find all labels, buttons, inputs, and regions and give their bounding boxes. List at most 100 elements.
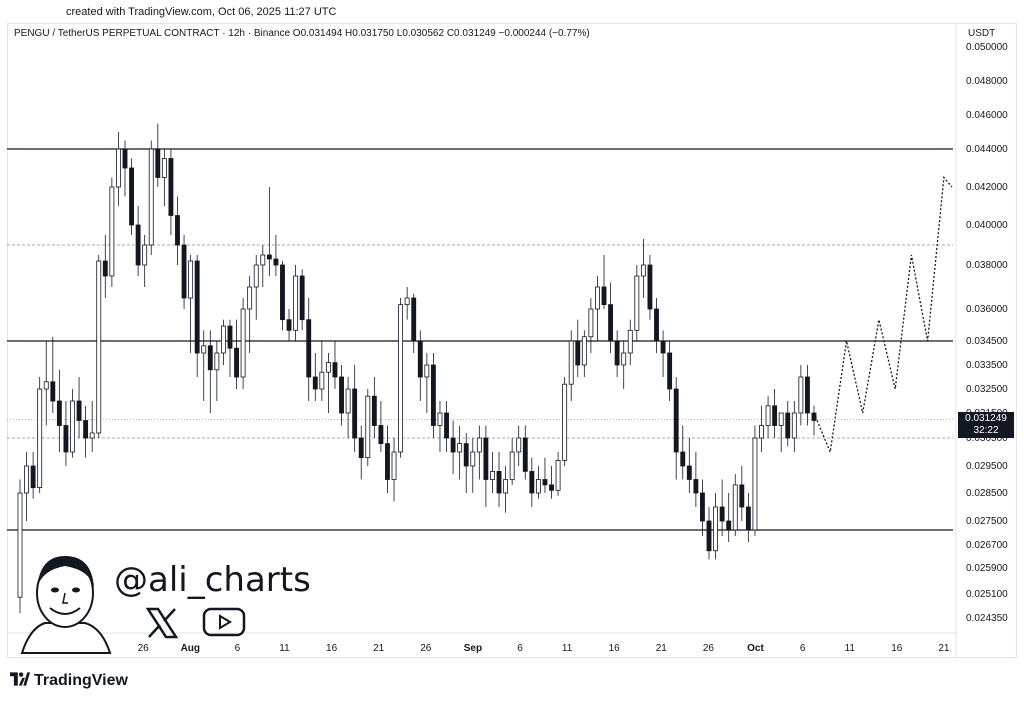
candle[interactable]	[332, 341, 338, 389]
candle[interactable]	[542, 457, 548, 493]
candle[interactable]	[391, 438, 397, 502]
candle[interactable]	[772, 389, 778, 438]
candle[interactable]	[280, 261, 285, 331]
candle[interactable]	[535, 466, 541, 499]
candle[interactable]	[634, 265, 640, 341]
candle[interactable]	[378, 401, 384, 452]
candle[interactable]	[811, 405, 817, 436]
candle[interactable]	[181, 235, 187, 309]
candle[interactable]	[719, 479, 725, 537]
candle[interactable]	[686, 438, 692, 493]
candle[interactable]	[444, 401, 449, 452]
candle[interactable]	[247, 276, 253, 353]
candle[interactable]	[175, 196, 180, 266]
candle[interactable]	[260, 245, 266, 287]
candle[interactable]	[253, 255, 259, 320]
candle[interactable]	[83, 405, 89, 458]
candle[interactable]	[549, 466, 554, 499]
candle[interactable]	[700, 479, 705, 537]
candle[interactable]	[293, 265, 299, 341]
candle[interactable]	[102, 235, 108, 298]
candle[interactable]	[161, 149, 167, 206]
candle[interactable]	[201, 330, 207, 401]
candle[interactable]	[70, 389, 75, 458]
candle[interactable]	[30, 452, 36, 499]
candle[interactable]	[214, 341, 220, 401]
candle[interactable]	[640, 239, 646, 298]
candle[interactable]	[483, 425, 489, 508]
projection-path[interactable]	[813, 175, 953, 455]
candle[interactable]	[424, 353, 430, 413]
candle[interactable]	[371, 377, 377, 438]
candle[interactable]	[706, 507, 712, 560]
candle[interactable]	[142, 235, 148, 287]
candle[interactable]	[588, 298, 594, 353]
candle[interactable]	[713, 493, 719, 560]
candle[interactable]	[411, 293, 417, 353]
x-logo-icon[interactable]	[145, 606, 179, 640]
candle[interactable]	[220, 319, 226, 365]
candle[interactable]	[463, 433, 469, 493]
candle[interactable]	[470, 438, 476, 493]
candle[interactable]	[647, 255, 653, 320]
candle[interactable]	[404, 287, 410, 320]
candle[interactable]	[129, 158, 134, 236]
candle[interactable]	[122, 140, 128, 197]
candle[interactable]	[417, 330, 423, 401]
candle[interactable]	[745, 493, 751, 542]
candle[interactable]	[115, 132, 121, 206]
candle[interactable]	[765, 396, 771, 438]
candle[interactable]	[50, 336, 56, 413]
candle[interactable]	[312, 353, 318, 401]
candle[interactable]	[667, 341, 673, 401]
candle[interactable]	[37, 377, 43, 493]
candle[interactable]	[654, 298, 659, 353]
youtube-icon[interactable]	[202, 606, 246, 638]
candle[interactable]	[581, 330, 587, 377]
candle[interactable]	[608, 282, 614, 353]
candle[interactable]	[476, 425, 482, 480]
candle[interactable]	[385, 425, 390, 494]
candle[interactable]	[778, 412, 784, 452]
candle[interactable]	[345, 377, 351, 438]
candle[interactable]	[89, 401, 95, 452]
candle[interactable]	[155, 123, 161, 188]
candle[interactable]	[496, 452, 502, 507]
candle[interactable]	[522, 425, 528, 480]
candle[interactable]	[575, 319, 581, 377]
candle[interactable]	[56, 369, 62, 452]
candle[interactable]	[490, 452, 495, 493]
candle[interactable]	[299, 269, 305, 331]
candle[interactable]	[627, 319, 633, 365]
candle[interactable]	[352, 365, 358, 452]
candle[interactable]	[168, 149, 174, 235]
candle[interactable]	[273, 235, 279, 276]
candle[interactable]	[739, 466, 745, 521]
candle[interactable]	[673, 377, 679, 480]
candle[interactable]	[76, 377, 82, 438]
candle[interactable]	[286, 309, 292, 341]
candle[interactable]	[24, 452, 29, 521]
candle[interactable]	[227, 319, 233, 377]
candle[interactable]	[726, 493, 732, 542]
candle[interactable]	[568, 330, 574, 401]
candle[interactable]	[266, 187, 272, 276]
candle[interactable]	[516, 425, 522, 467]
candle[interactable]	[437, 401, 443, 452]
tradingview-brand[interactable]: TradingView	[10, 672, 128, 690]
candle[interactable]	[135, 206, 141, 276]
candle[interactable]	[109, 177, 115, 288]
candle[interactable]	[188, 255, 194, 353]
candle[interactable]	[306, 298, 312, 401]
candle[interactable]	[555, 452, 561, 496]
candle[interactable]	[785, 401, 791, 447]
candle[interactable]	[148, 140, 154, 256]
candle[interactable]	[339, 365, 344, 426]
candle[interactable]	[601, 255, 607, 309]
candle[interactable]	[365, 389, 371, 466]
candle[interactable]	[430, 353, 436, 438]
candle[interactable]	[457, 425, 463, 480]
candle[interactable]	[43, 341, 49, 426]
candle[interactable]	[450, 420, 456, 475]
candle[interactable]	[614, 330, 620, 377]
